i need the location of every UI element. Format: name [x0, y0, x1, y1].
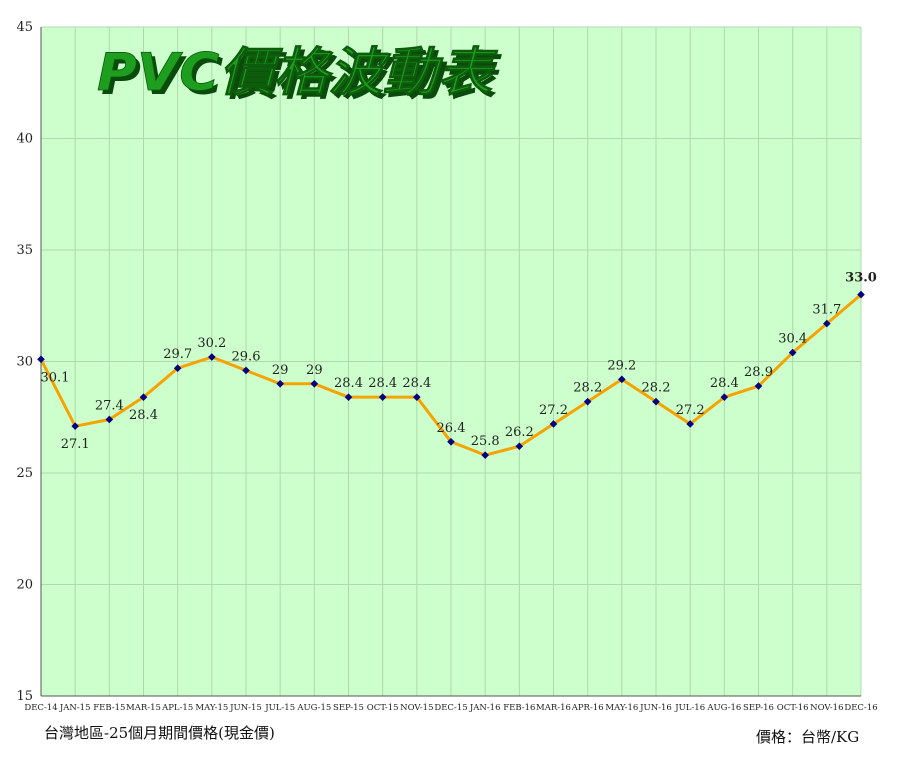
data-point: [823, 319, 831, 328]
x-axis-tick-labels: DEC-14 JAN-15 FEB-15 MAR-15 APL-15 MAY-15 JUN-…: [24, 703, 877, 713]
x-tick-label: JUL-16: [674, 703, 705, 713]
data-point: [276, 380, 284, 388]
data-point: [754, 382, 763, 390]
data-point: [549, 420, 558, 428]
data-label: 29: [272, 363, 289, 378]
y-tick-label: 45: [16, 20, 33, 35]
data-label: 27.2: [539, 403, 568, 418]
y-tick-label: 20: [16, 578, 33, 593]
data-point: [686, 420, 694, 428]
data-label: 29.2: [607, 358, 636, 373]
x-tick-label: DEC-16: [844, 703, 877, 713]
x-tick-label: FEB-16: [503, 703, 535, 713]
data-point: [857, 290, 865, 299]
data-label: 27.2: [676, 403, 705, 418]
chart-title-text: PVC價格波動表: [97, 43, 498, 103]
data-point: [515, 442, 524, 451]
chart-title: PVC價格波動表 PVC價格波動表: [97, 43, 503, 107]
x-tick-label: JAN-15: [59, 703, 91, 713]
data-point: [618, 375, 626, 384]
data-point: [652, 397, 660, 406]
x-tick-label: DEC-15: [434, 703, 467, 713]
data-label: 25.8: [471, 434, 500, 449]
x-tick-label: NOV-15: [400, 703, 433, 713]
data-point: [37, 355, 45, 364]
data-point: [208, 353, 216, 361]
data-point: [583, 397, 592, 406]
x-tick-label: AUG-15: [296, 703, 331, 713]
x-tick-label: APR-16: [571, 703, 604, 713]
data-labels: 30.1 27.1 27.4 28.4 29.7 30.2 29.6 29 29 28.4 28.4…: [41, 271, 877, 453]
data-label: 31.7: [812, 303, 841, 318]
y-tick-label: 35: [16, 243, 33, 258]
x-tick-label: MAR-15: [126, 703, 161, 713]
data-label: 26.2: [505, 425, 534, 440]
x-tick-label: NOV-16: [810, 703, 843, 713]
data-point: [788, 348, 797, 357]
y-tick-label: 30: [16, 355, 33, 370]
data-point: [242, 366, 250, 375]
x-tick-label: APL-15: [161, 703, 193, 713]
data-point: [139, 393, 148, 401]
x-tick-label: MAY-16: [605, 703, 638, 713]
x-tick-label: OCT-16: [777, 703, 809, 713]
data-label: 28.4: [129, 408, 158, 423]
data-label: 28.4: [402, 376, 431, 391]
data-label: 29.6: [232, 349, 261, 364]
data-point: [378, 393, 387, 401]
data-label: 28.4: [368, 376, 397, 391]
y-tick-label: 25: [16, 466, 33, 481]
data-label: 33.0: [845, 271, 877, 286]
data-label: 28.4: [710, 376, 739, 391]
x-tick-label: JUN-16: [639, 703, 672, 713]
x-tick-label: SEP-16: [743, 703, 774, 713]
data-point: [344, 393, 353, 401]
footer-left-caption: 台灣地區-25個月期間價格(現金價): [44, 724, 275, 742]
data-label: 26.4: [437, 421, 466, 436]
data-label: 27.1: [61, 437, 90, 452]
series-markers: [37, 290, 865, 459]
x-tick-label: MAY-15: [195, 703, 228, 713]
x-tick-label: AUG-16: [706, 703, 741, 713]
x-tick-label: MAR-16: [536, 703, 571, 713]
data-label: 30.1: [41, 370, 70, 385]
x-tick-label: SEP-15: [333, 703, 364, 713]
chart-title-shadow: PVC價格波動表: [101, 47, 502, 107]
gridlines: [40, 26, 862, 697]
y-axis-tick-labels: 15 20 25 30 35 40 45: [16, 20, 33, 704]
data-label: 27.4: [95, 398, 124, 413]
data-label: 30.2: [197, 336, 226, 351]
data-label: 29.7: [163, 347, 192, 362]
x-tick-label: OCT-15: [367, 703, 399, 713]
y-tick-label: 40: [16, 132, 33, 147]
x-tick-label: JUL-15: [264, 703, 295, 713]
data-point: [720, 393, 729, 401]
data-point: [173, 364, 182, 372]
data-point: [71, 422, 79, 430]
data-label: 28.2: [573, 381, 602, 396]
footer-right-caption: 價格：台幣/KG: [756, 728, 860, 746]
data-label: 28.4: [334, 376, 363, 391]
x-tick-label: FEB-15: [93, 703, 125, 713]
data-label: 28.2: [642, 381, 671, 396]
data-label: 29: [306, 363, 323, 378]
x-tick-label: JUN-15: [229, 703, 262, 713]
data-label: 28.9: [744, 365, 773, 380]
data-point: [447, 437, 455, 446]
data-point: [413, 393, 421, 401]
x-tick-label: DEC-14: [24, 703, 57, 713]
data-label: 30.4: [778, 332, 807, 347]
data-point: [310, 380, 319, 388]
data-point: [481, 451, 489, 459]
data-point: [105, 415, 114, 424]
x-tick-label: JAN-16: [469, 703, 501, 713]
y-tick-label: 15: [16, 689, 33, 704]
